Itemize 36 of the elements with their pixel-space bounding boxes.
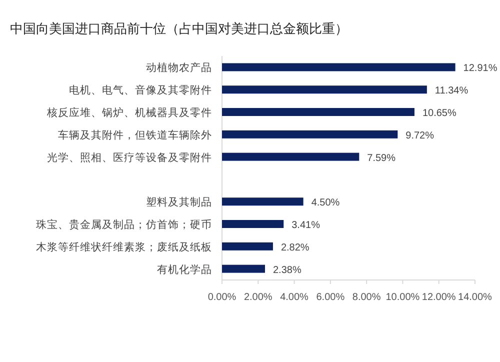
x-tick-label: 10.00%	[386, 292, 420, 303]
y-tick-label: 光学、照相、医疗等设备及零附件	[47, 150, 212, 164]
y-tick-label: 动植物农产品	[146, 61, 212, 74]
y-tick-label: 珠宝、贵金属及制品；仿首饰；硬币	[36, 218, 212, 231]
data-label: 12.91%	[463, 63, 498, 74]
data-label: 2.82%	[280, 242, 310, 254]
data-label: 11.34%	[434, 86, 468, 97]
y-tick-label: 塑料及其制品	[146, 196, 212, 209]
data-label: 3.41%	[292, 220, 320, 231]
bar	[222, 86, 427, 94]
bar	[222, 130, 398, 138]
x-tick-label: 14.00%	[458, 292, 492, 303]
bar	[222, 198, 304, 206]
y-tick-label: 电机、电气、音像及其零附件	[69, 84, 212, 97]
x-tick-label: 0.00%	[208, 292, 236, 303]
x-tick-label: 8.00%	[352, 292, 381, 303]
bar	[222, 108, 414, 116]
y-tick-label: 木浆等纤维状纤维素浆；废纸及纸板	[36, 240, 212, 254]
data-label: 10.65%	[422, 108, 456, 119]
x-tick-label: 2.00%	[244, 292, 272, 303]
y-tick-label: 有机化学品	[157, 264, 212, 276]
x-tick-label: 12.00%	[422, 292, 456, 303]
bar	[222, 152, 360, 161]
y-tick-label: 车辆及其附件，但铁道车辆除外	[58, 128, 212, 142]
bar	[222, 242, 273, 250]
data-label: 9.72%	[406, 130, 434, 142]
data-label: 7.59%	[367, 152, 396, 164]
data-label: 4.50%	[311, 198, 340, 209]
x-tick-label: 6.00%	[316, 292, 345, 303]
bar	[222, 264, 266, 273]
x-tick-label: 4.00%	[280, 292, 309, 303]
bar	[222, 220, 284, 228]
data-label: 2.38%	[273, 264, 302, 276]
chart-title: 中国向美国进口商品前十位（占中国对美进口总金额比重）	[10, 21, 348, 36]
y-tick-label: 核反应堆、锅炉、机械器具及零件	[46, 106, 212, 119]
bar	[222, 63, 456, 72]
